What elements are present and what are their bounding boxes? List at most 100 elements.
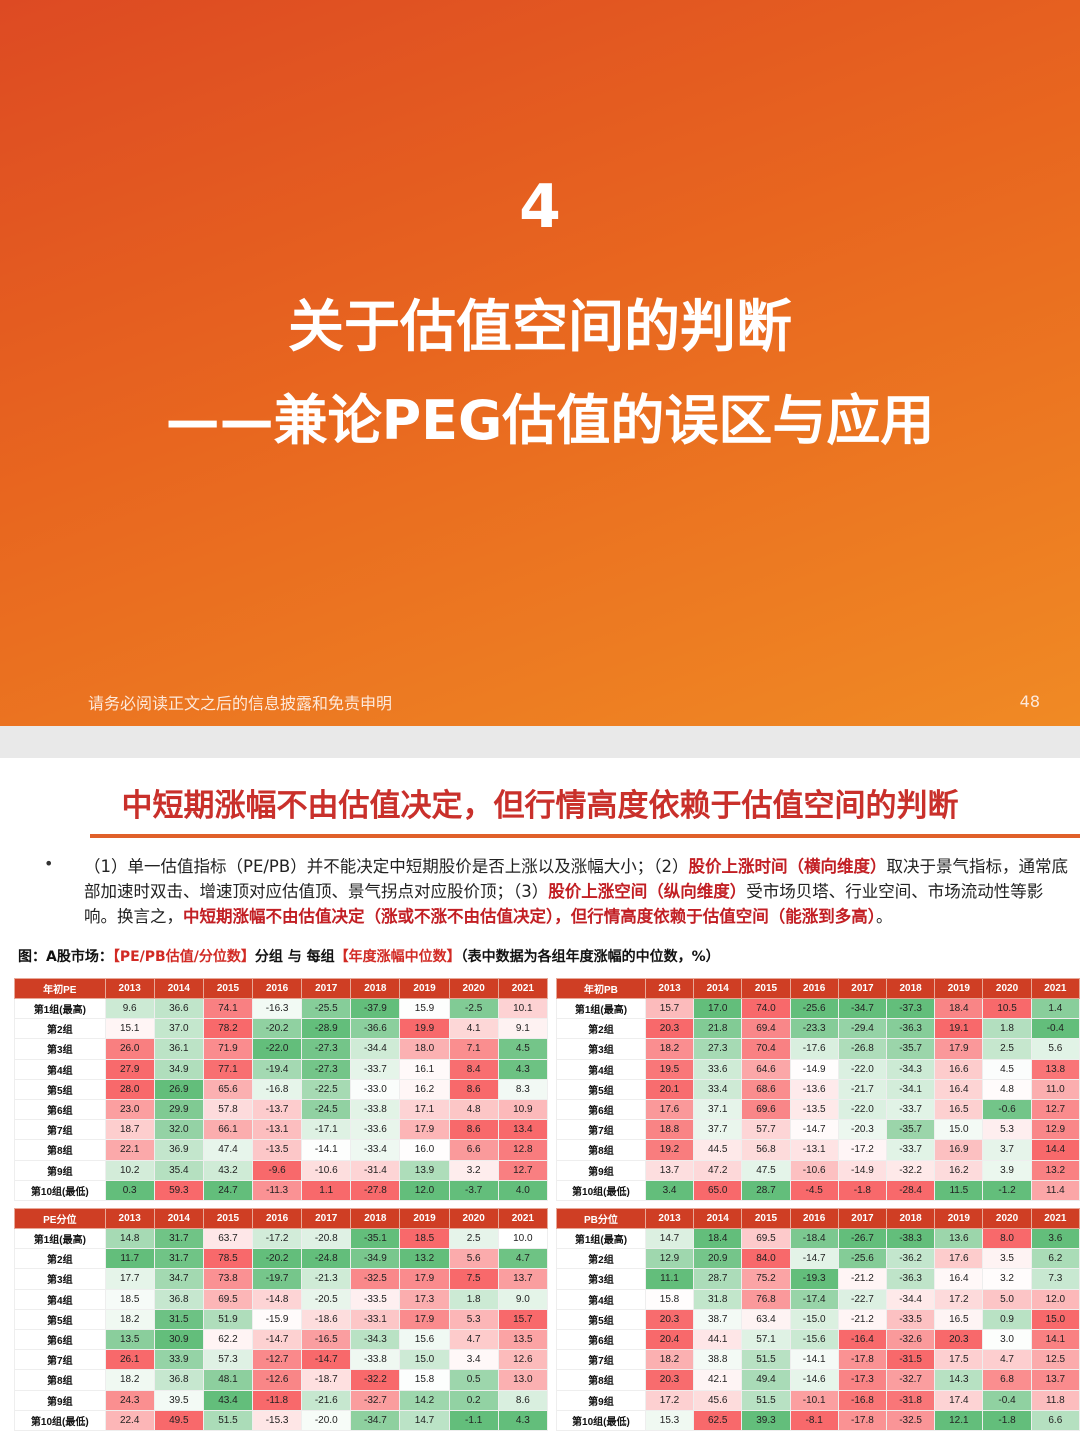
value-cell: -34.7	[837, 997, 888, 1020]
value-cell: 15.3	[644, 1409, 695, 1431]
group-label: 第4组	[556, 1288, 646, 1310]
value-cell: -25.5	[301, 997, 352, 1020]
value-cell: -33.1	[350, 1308, 401, 1330]
value-cell: 10.1	[497, 997, 549, 1020]
table-row: 第6组 17.6 37.1 69.6 -13.5 -22.0 -33.7 16.5 -0.6 12…	[556, 1098, 1080, 1121]
value-cell: 0.2	[448, 1389, 499, 1411]
value-cell: 18.2	[644, 1349, 695, 1371]
caption-highlight-1: 【PE/PB估值/分位数】	[112, 949, 255, 965]
table-row: 第3组 11.1 28.7 75.2 -19.3 -21.2 -36.3 16.4 3.2 7.3	[556, 1268, 1080, 1290]
value-cell: 26.0	[104, 1038, 155, 1060]
value-cell: -21.7	[837, 1078, 888, 1100]
value-cell: -33.5	[885, 1308, 936, 1330]
value-cell: 12.9	[1030, 1119, 1080, 1141]
value-cell: 10.9	[497, 1098, 549, 1121]
value-cell: -16.5	[301, 1328, 352, 1351]
value-cell: 8.6	[448, 1119, 499, 1141]
value-cell: -27.8	[350, 1179, 401, 1201]
group-label: 第8组	[556, 1369, 646, 1391]
table-row: 第1组(最高) 9.6 36.6 74.1 -16.3 -25.5 -37.9 15.9 -2.…	[14, 997, 549, 1020]
value-cell: 68.6	[741, 1078, 791, 1100]
value-cell: 7.3	[1030, 1268, 1080, 1290]
value-cell: 47.2	[693, 1159, 743, 1181]
table-row: 第3组 18.2 27.3 70.4 -17.6 -26.8 -35.7 17.9 2.5 5.6	[556, 1038, 1080, 1060]
table-row: 第8组 18.2 36.8 48.1 -12.6 -18.7 -32.2 15.8 0.5 13.…	[14, 1369, 549, 1391]
value-cell: -33.6	[350, 1119, 401, 1141]
value-cell: 11.0	[1030, 1078, 1080, 1100]
year-header: 2013	[644, 1208, 695, 1229]
value-cell: 3.4	[644, 1179, 695, 1201]
value-cell: 16.2	[399, 1078, 450, 1100]
value-cell: 10.5	[982, 997, 1032, 1020]
value-cell: -33.8	[350, 1098, 401, 1121]
value-cell: -18.6	[301, 1308, 352, 1330]
value-cell: 16.2	[934, 1159, 984, 1181]
group-label: 第9组	[556, 1389, 646, 1411]
value-cell: 22.1	[104, 1139, 155, 1161]
value-cell: 14.3	[934, 1369, 984, 1391]
group-label: 第5组	[556, 1308, 646, 1330]
value-cell: 5.3	[448, 1308, 499, 1330]
value-cell: 13.2	[1030, 1159, 1080, 1181]
value-cell: 51.5	[202, 1409, 254, 1431]
value-cell: -1.1	[448, 1409, 499, 1431]
year-header: 2015	[202, 978, 254, 999]
value-cell: 32.0	[153, 1119, 204, 1141]
value-cell: 31.7	[153, 1248, 204, 1270]
value-cell: -31.5	[885, 1349, 936, 1371]
year-header: 2019	[399, 978, 450, 999]
year-header: 2017	[837, 1208, 888, 1229]
value-cell: -15.6	[789, 1328, 839, 1351]
year-header: 2013	[104, 978, 155, 999]
value-cell: 36.1	[153, 1038, 204, 1060]
value-cell: 42.1	[693, 1369, 743, 1391]
year-header: 2019	[934, 978, 984, 999]
value-cell: 14.7	[399, 1409, 450, 1431]
group-label: 第8组	[14, 1139, 106, 1161]
year-header: 2021	[1030, 978, 1080, 999]
value-cell: 13.4	[497, 1119, 549, 1141]
table-row: 第4组 27.9 34.9 77.1 -19.4 -27.3 -33.7 16.1 8.4 4.3	[14, 1058, 549, 1080]
value-cell: 16.5	[934, 1308, 984, 1330]
value-cell: -1.8	[837, 1179, 888, 1201]
value-cell: 8.6	[497, 1389, 549, 1411]
table-row: 第3组 26.0 36.1 71.9 -22.0 -27.3 -34.4 18.0 7.1 4.5	[14, 1038, 549, 1060]
year-header: 2016	[789, 1208, 839, 1229]
value-cell: -14.6	[789, 1369, 839, 1391]
value-cell: -17.1	[301, 1119, 352, 1141]
value-cell: 36.6	[153, 997, 204, 1020]
value-cell: -32.2	[350, 1369, 401, 1391]
value-cell: -20.3	[837, 1119, 888, 1141]
value-cell: -34.3	[885, 1058, 936, 1080]
group-label: 第9组	[556, 1159, 646, 1181]
value-cell: 18.4	[934, 997, 984, 1020]
table-row: 第9组 17.2 45.6 51.5 -10.1 -16.8 -31.8 17.4 -0.4 11…	[556, 1389, 1080, 1411]
group-label: 第3组	[14, 1268, 106, 1290]
value-cell: 56.8	[741, 1139, 791, 1161]
value-cell: -32.2	[885, 1159, 936, 1181]
value-cell: -15.9	[252, 1308, 303, 1330]
value-cell: 4.8	[448, 1098, 499, 1121]
value-cell: 69.4	[741, 1018, 791, 1040]
value-cell: 14.4	[1030, 1139, 1080, 1161]
table-header-row: 年初PB 2013 2014 2015 2016 2017 2018 2019 2020 2021	[556, 978, 1080, 999]
table-row: 第10组(最低) 15.3 62.5 39.3 -8.1 -17.8 -32.5 12.1 -1…	[556, 1409, 1080, 1431]
value-cell: -28.9	[301, 1018, 352, 1040]
value-cell: -14.7	[301, 1349, 352, 1371]
table-row: 第9组 24.3 39.5 43.4 -11.8 -21.6 -32.7 14.2 0.2 8.6	[14, 1389, 549, 1411]
value-cell: 0.3	[104, 1179, 155, 1201]
table-row: 第5组 20.1 33.4 68.6 -13.6 -21.7 -34.1 16.4 4.8 11.…	[556, 1078, 1080, 1100]
year-header: 2021	[1030, 1208, 1080, 1229]
value-cell: 75.2	[741, 1268, 791, 1290]
value-cell: 3.0	[982, 1328, 1032, 1351]
value-cell: 15.9	[399, 997, 450, 1020]
value-cell: -32.5	[350, 1268, 401, 1290]
content-slide: 中短期涨幅不由估值决定，但行情高度依赖于估值空间的判断 • （1）单一估值指标（…	[0, 758, 1080, 1440]
year-header: 2017	[837, 978, 888, 999]
year-header: 2020	[982, 978, 1032, 999]
value-cell: 84.0	[741, 1248, 791, 1270]
value-cell: 15.0	[934, 1119, 984, 1141]
value-cell: 14.8	[104, 1227, 155, 1250]
group-label: 第7组	[14, 1119, 106, 1141]
table-corner-label: 年初PB	[556, 978, 646, 999]
